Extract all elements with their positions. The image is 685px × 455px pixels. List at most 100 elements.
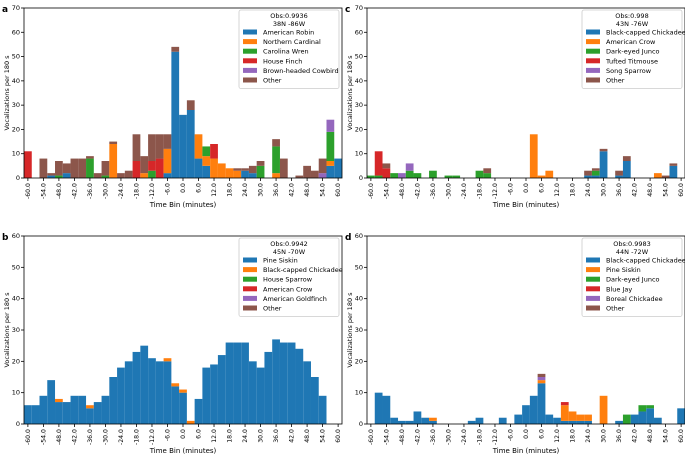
x-tick-label: 60.0: [335, 429, 342, 443]
bar: [248, 165, 257, 174]
legend-swatch: [586, 77, 600, 83]
x-tick-label: 6.0: [196, 183, 203, 193]
bar: [514, 414, 523, 424]
bar: [545, 170, 554, 178]
x-tick-label: 24.0: [585, 183, 592, 197]
y-tick-label: 20: [12, 357, 20, 365]
bar: [186, 110, 195, 178]
legend-label: American Robin: [263, 29, 314, 37]
legend-swatch: [586, 48, 600, 54]
legend-swatch: [586, 58, 600, 64]
x-tick-label: 0.0: [523, 183, 530, 193]
bar: [421, 417, 430, 424]
bar: [62, 402, 71, 424]
legend-swatch: [243, 295, 257, 301]
panel-letter: c: [345, 5, 350, 15]
bar: [615, 175, 623, 178]
x-tick-label: -30.0: [445, 183, 452, 199]
bar: [171, 46, 180, 52]
bar: [295, 348, 304, 424]
bar: [93, 402, 102, 424]
bar: [429, 420, 437, 424]
bar: [272, 146, 280, 174]
bar: [55, 398, 63, 403]
bar: [398, 173, 406, 178]
x-tick-label: 54.0: [663, 429, 670, 443]
bar: [599, 395, 608, 424]
bar: [109, 377, 118, 424]
x-tick-label: 18.0: [227, 429, 234, 443]
x-tick-label: 60.0: [678, 183, 685, 197]
bar: [24, 405, 32, 424]
bar: [483, 173, 492, 178]
y-tick-label: 10: [355, 389, 363, 397]
y-tick-label: 50: [12, 53, 20, 61]
bar: [318, 158, 327, 174]
legend-label: Black-capped Chickadee: [606, 257, 685, 265]
bar: [295, 175, 304, 178]
bar: [225, 168, 234, 178]
bar: [155, 134, 164, 159]
x-tick-label: 30.0: [601, 429, 608, 443]
bar: [155, 158, 164, 178]
bar: [661, 175, 670, 178]
x-tick-label: 36.0: [273, 429, 280, 443]
bar: [117, 367, 125, 424]
x-tick-label: -18.0: [476, 183, 483, 199]
bar: [109, 141, 118, 144]
legend-label: Carolina Wren: [263, 48, 309, 56]
x-tick-label: 24.0: [242, 183, 249, 197]
bar: [101, 395, 110, 424]
x-tick-label: 48.0: [647, 183, 654, 197]
bar: [101, 175, 110, 178]
bar: [390, 173, 399, 178]
y-tick-label: 50: [355, 53, 363, 61]
bar: [55, 402, 63, 424]
x-tick-label: 24.0: [585, 429, 592, 443]
bar: [537, 373, 546, 377]
x-tick-label: 0.0: [180, 429, 187, 439]
bar: [498, 417, 507, 424]
bar: [382, 168, 391, 178]
y-tick-label: 20: [355, 125, 363, 133]
y-tick-label: 60: [12, 232, 20, 240]
panel-letter: b: [2, 233, 9, 243]
bar: [39, 158, 48, 178]
legend-title: 43N -76W: [616, 20, 649, 28]
x-tick-label: -36.0: [430, 429, 437, 445]
bar: [86, 405, 94, 409]
bar: [124, 361, 133, 424]
x-tick-label: -54.0: [383, 429, 390, 445]
bar: [194, 398, 203, 424]
y-tick-label: 70: [355, 4, 363, 12]
panel-a: a 0 10 20 30 40 50 60 70 -60.0 -54.0 -48.0 -42.0 -36.…: [2, 4, 343, 209]
bar: [374, 151, 383, 176]
x-tick-label: -42.0: [414, 429, 421, 445]
bar: [202, 165, 211, 178]
bar: [405, 163, 414, 171]
x-tick-label: 48.0: [304, 429, 311, 443]
bar: [576, 414, 585, 421]
bar: [163, 358, 172, 362]
y-tick-label: 40: [12, 77, 20, 85]
bar: [86, 408, 94, 424]
x-axis-label: Time Bin (minutes): [492, 201, 560, 209]
x-tick-label: -24.0: [118, 429, 125, 445]
bar: [529, 134, 538, 178]
y-tick-label: 30: [355, 101, 363, 109]
bar: [591, 170, 600, 176]
legend-box: [581, 9, 683, 89]
bar: [444, 175, 453, 178]
bar: [202, 146, 211, 157]
x-tick-label: 48.0: [647, 429, 654, 443]
x-tick-label: -30.0: [102, 183, 109, 199]
legend-swatch: [243, 305, 257, 311]
panel-b: b 0 10 20 30 40 50 60 -60.0 -54.0 -48.0 -42.0 -36.0 -…: [2, 232, 343, 455]
panel-d: d 0 10 20 30 40 50 60 -60.0 -54.0 -48.0 -42.0 -36.0 -…: [345, 232, 685, 455]
bar: [31, 405, 40, 424]
x-tick-label: -24.0: [461, 183, 468, 199]
legend-box: [238, 237, 340, 317]
x-tick-label: 18.0: [227, 183, 234, 197]
y-tick-label: 0: [359, 174, 363, 182]
